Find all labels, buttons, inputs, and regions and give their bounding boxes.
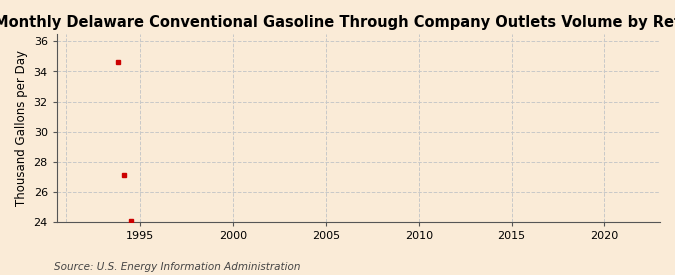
Text: Source: U.S. Energy Information Administration: Source: U.S. Energy Information Administ… xyxy=(54,262,300,272)
Y-axis label: Thousand Gallons per Day: Thousand Gallons per Day xyxy=(15,50,28,206)
Title: Monthly Delaware Conventional Gasoline Through Company Outlets Volume by Refiner: Monthly Delaware Conventional Gasoline T… xyxy=(0,15,675,30)
